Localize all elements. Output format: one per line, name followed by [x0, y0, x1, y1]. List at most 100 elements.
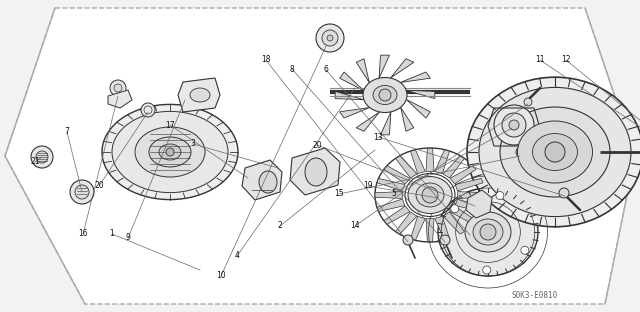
Ellipse shape	[373, 85, 397, 105]
Ellipse shape	[112, 111, 228, 193]
Text: 20: 20	[94, 182, 104, 191]
Polygon shape	[375, 192, 403, 198]
Ellipse shape	[479, 87, 631, 217]
Polygon shape	[410, 216, 425, 240]
Circle shape	[316, 24, 344, 52]
Text: 21: 21	[30, 158, 40, 167]
Text: 17: 17	[165, 120, 175, 129]
Circle shape	[451, 205, 459, 213]
Polygon shape	[443, 212, 465, 234]
Circle shape	[70, 180, 94, 204]
Text: 2: 2	[278, 222, 282, 231]
Polygon shape	[340, 108, 369, 118]
Ellipse shape	[159, 144, 181, 160]
Text: 16: 16	[78, 230, 88, 238]
Polygon shape	[455, 178, 483, 191]
Ellipse shape	[135, 127, 205, 177]
Circle shape	[509, 120, 519, 130]
Circle shape	[31, 146, 53, 168]
Circle shape	[141, 103, 155, 117]
Text: 6: 6	[324, 66, 328, 75]
Text: 14: 14	[350, 222, 360, 231]
Circle shape	[559, 188, 569, 198]
Text: 13: 13	[373, 133, 383, 142]
Circle shape	[379, 89, 391, 101]
Polygon shape	[379, 55, 390, 78]
Circle shape	[75, 185, 89, 199]
Polygon shape	[426, 148, 434, 172]
Ellipse shape	[416, 183, 444, 207]
Polygon shape	[396, 156, 417, 178]
Circle shape	[422, 187, 438, 203]
Ellipse shape	[305, 158, 327, 186]
Circle shape	[494, 105, 534, 145]
Polygon shape	[290, 148, 340, 195]
Polygon shape	[396, 212, 417, 234]
Polygon shape	[384, 166, 410, 184]
Text: 15: 15	[334, 189, 344, 198]
Ellipse shape	[259, 171, 277, 193]
Circle shape	[114, 84, 122, 92]
Polygon shape	[401, 107, 414, 131]
Text: 12: 12	[561, 56, 571, 65]
Circle shape	[516, 147, 526, 157]
Circle shape	[327, 35, 333, 41]
Circle shape	[322, 30, 338, 46]
Text: 9: 9	[125, 233, 131, 242]
Polygon shape	[242, 160, 282, 200]
Circle shape	[521, 246, 529, 254]
Circle shape	[440, 235, 450, 245]
Ellipse shape	[190, 88, 210, 102]
Text: 8: 8	[290, 65, 294, 74]
Circle shape	[480, 224, 496, 240]
Text: S0K3-E0810: S0K3-E0810	[512, 290, 558, 300]
Ellipse shape	[438, 188, 538, 276]
Polygon shape	[390, 59, 414, 78]
Polygon shape	[435, 150, 449, 174]
Polygon shape	[5, 8, 635, 304]
Polygon shape	[450, 166, 476, 184]
Text: 11: 11	[535, 56, 545, 65]
Polygon shape	[458, 192, 485, 198]
Circle shape	[403, 235, 413, 245]
Text: 5: 5	[392, 188, 396, 197]
Circle shape	[496, 192, 504, 200]
Polygon shape	[178, 78, 220, 112]
Text: 7: 7	[65, 128, 69, 137]
Ellipse shape	[465, 212, 511, 252]
Polygon shape	[435, 216, 449, 240]
Ellipse shape	[102, 105, 238, 200]
Polygon shape	[406, 100, 430, 118]
Polygon shape	[401, 72, 430, 82]
Ellipse shape	[149, 137, 191, 167]
Polygon shape	[356, 112, 380, 131]
Ellipse shape	[532, 134, 577, 170]
Text: 10: 10	[216, 271, 226, 280]
Polygon shape	[384, 206, 410, 224]
Ellipse shape	[518, 121, 593, 183]
Text: 3: 3	[191, 139, 195, 149]
Ellipse shape	[467, 77, 640, 227]
Polygon shape	[108, 90, 132, 108]
Circle shape	[166, 148, 174, 156]
Text: 4: 4	[235, 251, 239, 261]
Text: 18: 18	[261, 56, 271, 65]
Ellipse shape	[408, 177, 452, 213]
Ellipse shape	[473, 219, 503, 245]
Text: 19: 19	[363, 182, 373, 191]
Polygon shape	[443, 156, 465, 178]
Polygon shape	[356, 59, 369, 83]
Polygon shape	[377, 178, 405, 191]
Ellipse shape	[500, 107, 610, 197]
Circle shape	[524, 98, 532, 106]
Polygon shape	[335, 91, 364, 100]
Circle shape	[110, 80, 126, 96]
Text: 1: 1	[109, 230, 115, 238]
Text: 20: 20	[312, 140, 322, 149]
Circle shape	[36, 151, 48, 163]
Polygon shape	[381, 112, 391, 135]
Polygon shape	[450, 206, 476, 224]
Polygon shape	[455, 199, 483, 212]
Circle shape	[483, 266, 491, 274]
Polygon shape	[410, 150, 425, 174]
